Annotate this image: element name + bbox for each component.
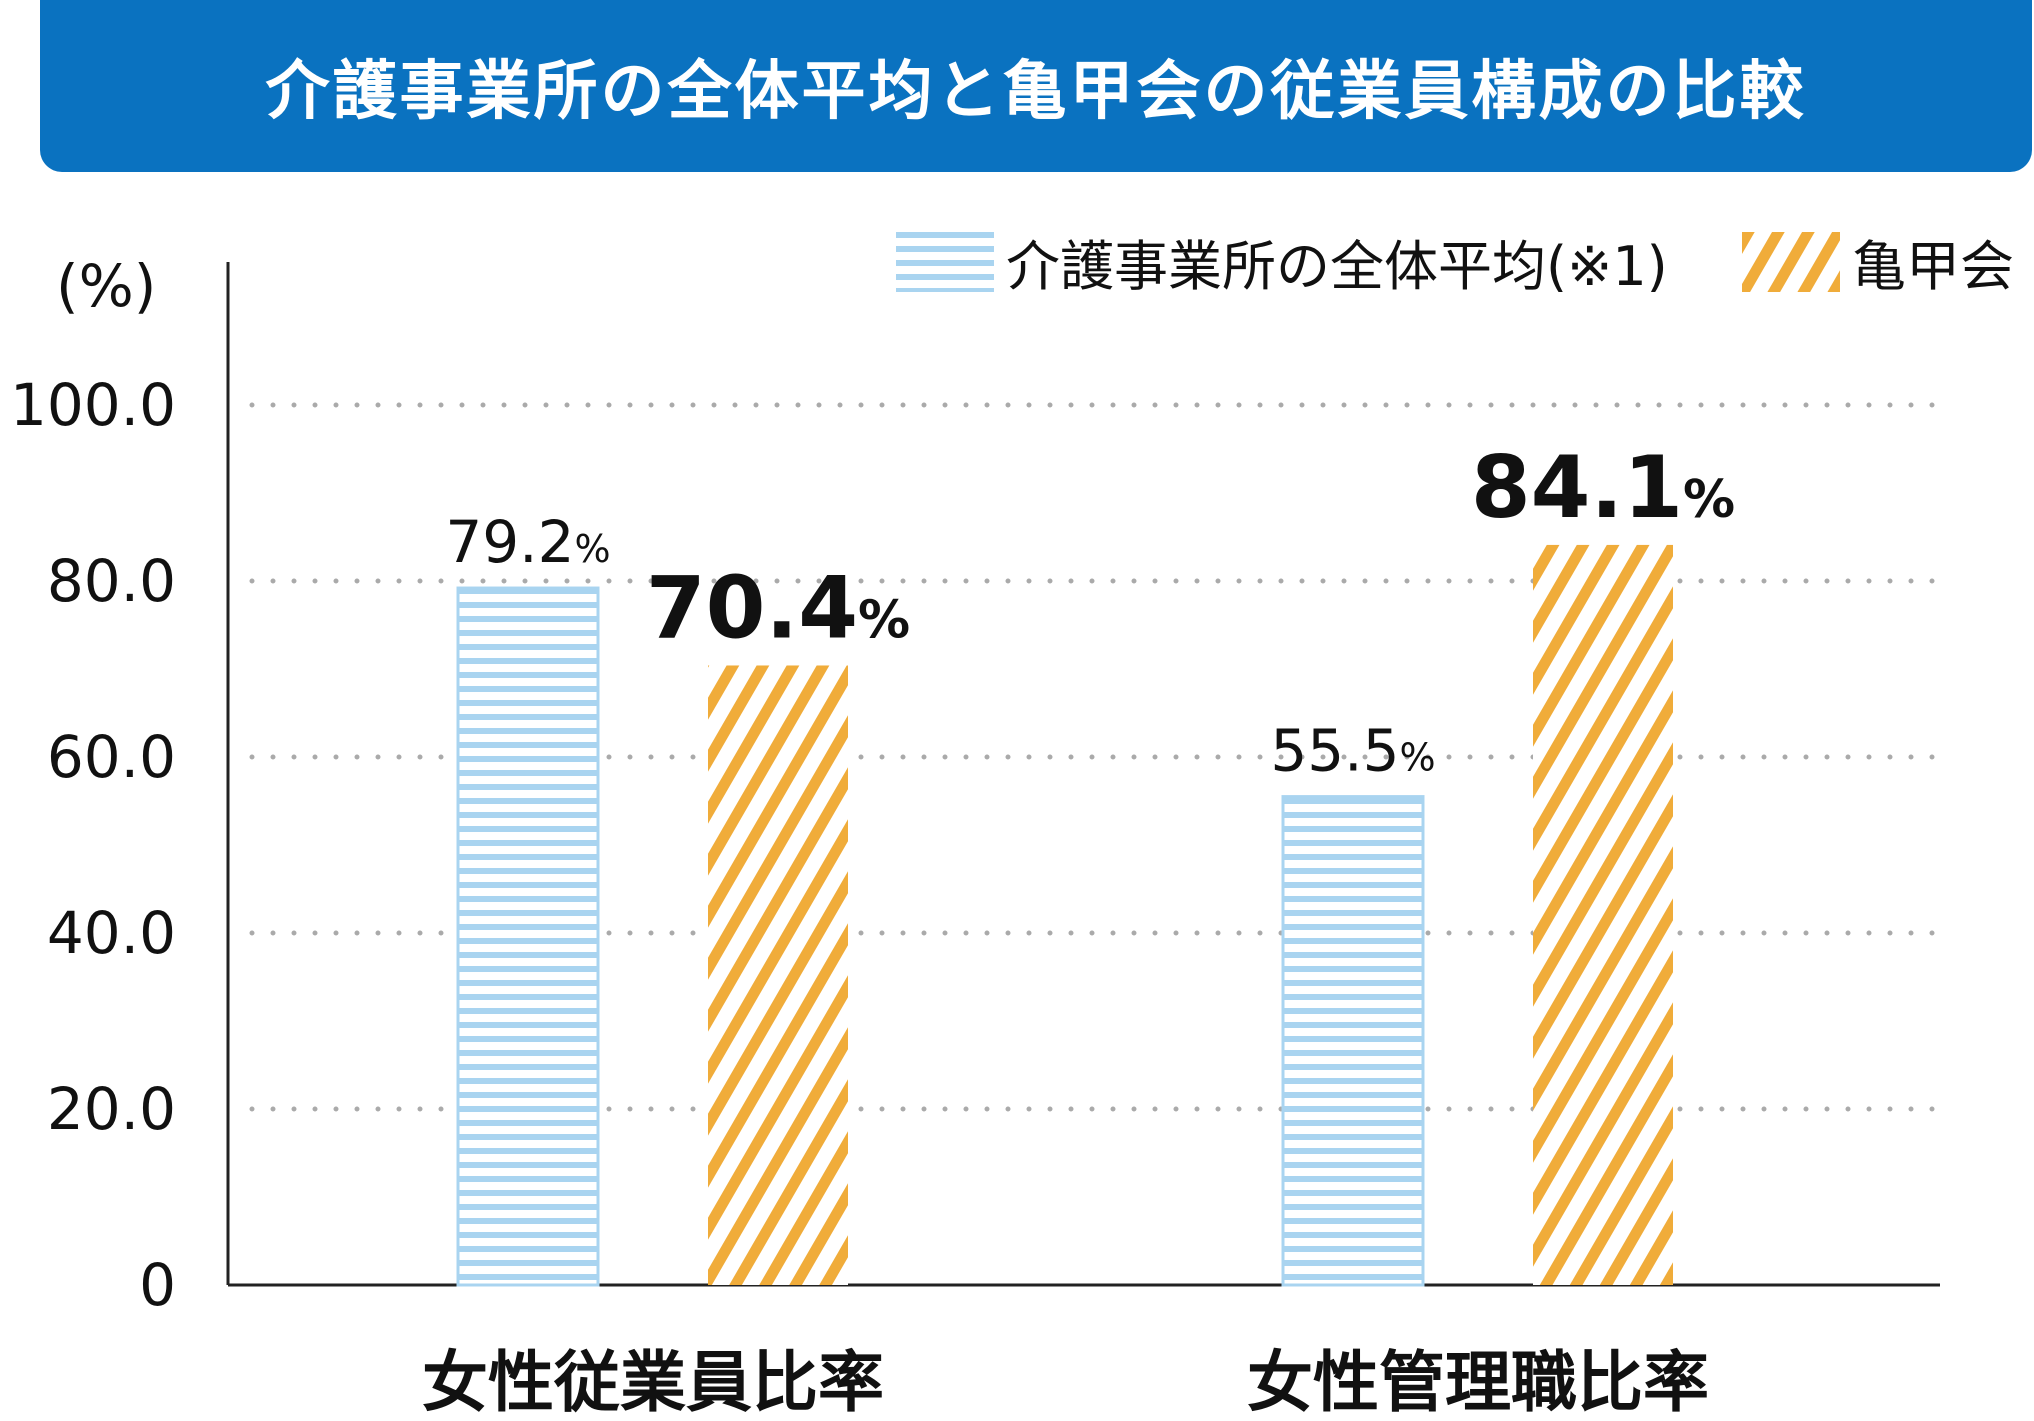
y-tick-label: 0 xyxy=(139,1251,176,1319)
legend-item-company: 亀甲会 xyxy=(1742,222,2014,301)
bar-company-0 xyxy=(708,665,848,1285)
x-category-label-0: 女性従業員比率 xyxy=(422,1344,884,1421)
y-tick-label: 100.0 xyxy=(10,371,176,439)
value-label-company-1: 84.1% xyxy=(1471,438,1735,538)
y-tick-label: 40.0 xyxy=(47,899,176,967)
chart-title: 介護事業所の全体平均と亀甲会の従業員構成の比較 xyxy=(265,55,1807,129)
value-label-suffix: % xyxy=(858,590,910,650)
legend-swatch-company xyxy=(1742,231,1840,292)
value-label-company-0: 70.4% xyxy=(646,558,910,658)
value-label-suffix: % xyxy=(1683,470,1735,530)
bars xyxy=(456,544,1673,1287)
legend-item-average: 介護事業所の全体平均(※1) xyxy=(896,222,1668,301)
value-label-average-1: 55.5% xyxy=(1270,717,1435,785)
value-label-suffix: % xyxy=(575,527,611,571)
bar-average-0 xyxy=(456,586,600,1287)
value-label-suffix: % xyxy=(1400,736,1436,780)
legend-label-company: 亀甲会 xyxy=(1852,235,2014,298)
y-axis-unit: (%) xyxy=(56,252,157,320)
y-tick-label: 20.0 xyxy=(47,1075,176,1143)
x-category-label-1: 女性管理職比率 xyxy=(1247,1344,1709,1421)
y-tick-label: 60.0 xyxy=(47,723,176,791)
legend-swatch-average xyxy=(896,231,994,292)
value-label-average-0: 79.2% xyxy=(445,508,610,576)
value-labels: 79.2% 70.4% 55.5% 84.1% xyxy=(445,438,1735,785)
bar-company-1 xyxy=(1533,544,1673,1285)
bar-average-1 xyxy=(1281,795,1425,1287)
legend-label-average: 介護事業所の全体平均(※1) xyxy=(1006,235,1668,298)
x-category-labels: 女性従業員比率 女性管理職比率 xyxy=(422,1344,1709,1421)
title-bar: 介護事業所の全体平均と亀甲会の従業員構成の比較 xyxy=(40,0,2032,172)
y-tick-label: 80.0 xyxy=(47,547,176,615)
y-tick-labels: 0 20.0 40.0 60.0 80.0 100.0 xyxy=(10,371,176,1319)
